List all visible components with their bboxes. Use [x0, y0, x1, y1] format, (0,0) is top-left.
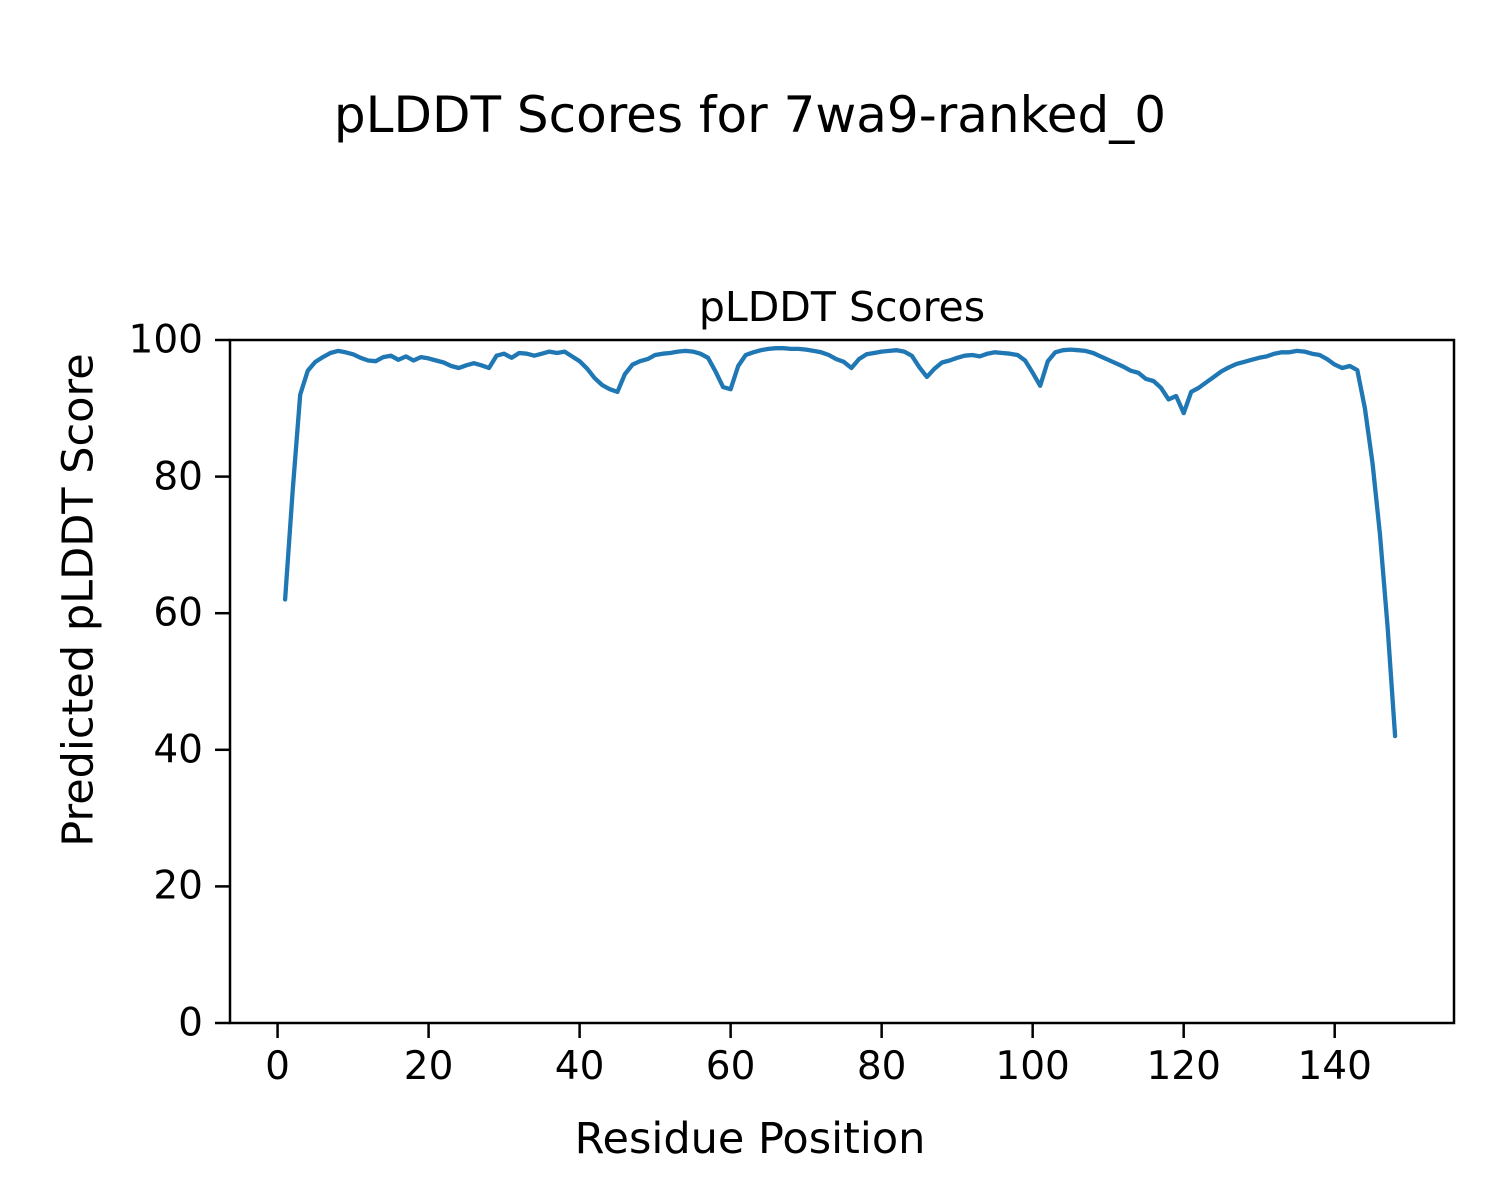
x-tick-label: 80 [856, 1044, 907, 1089]
y-tick-label: 60 [153, 590, 203, 636]
figure-suptitle: pLDDT Scores for 7wa9-ranked_0 [333, 86, 1167, 144]
x-tick-label: 100 [995, 1044, 1070, 1089]
x-tick-label: 20 [403, 1044, 454, 1089]
y-tick-label: 100 [128, 317, 203, 363]
y-tick-label: 0 [178, 1000, 203, 1046]
y-tick-label: 80 [153, 454, 203, 500]
x-tick-label: 120 [1146, 1044, 1221, 1089]
x-tick-label: 0 [265, 1044, 290, 1089]
axes-spines [228, 338, 1456, 1025]
axes-title: pLDDT Scores [698, 283, 986, 331]
x-tick-label: 140 [1297, 1044, 1372, 1089]
y-tick-label: 40 [153, 727, 203, 773]
plddt-line [282, 346, 1398, 739]
y-tick-label: 20 [153, 863, 203, 909]
x-axis-label: Residue Position [574, 1114, 926, 1164]
x-tick-label: 60 [705, 1044, 756, 1089]
x-tick-label: 40 [554, 1044, 605, 1089]
